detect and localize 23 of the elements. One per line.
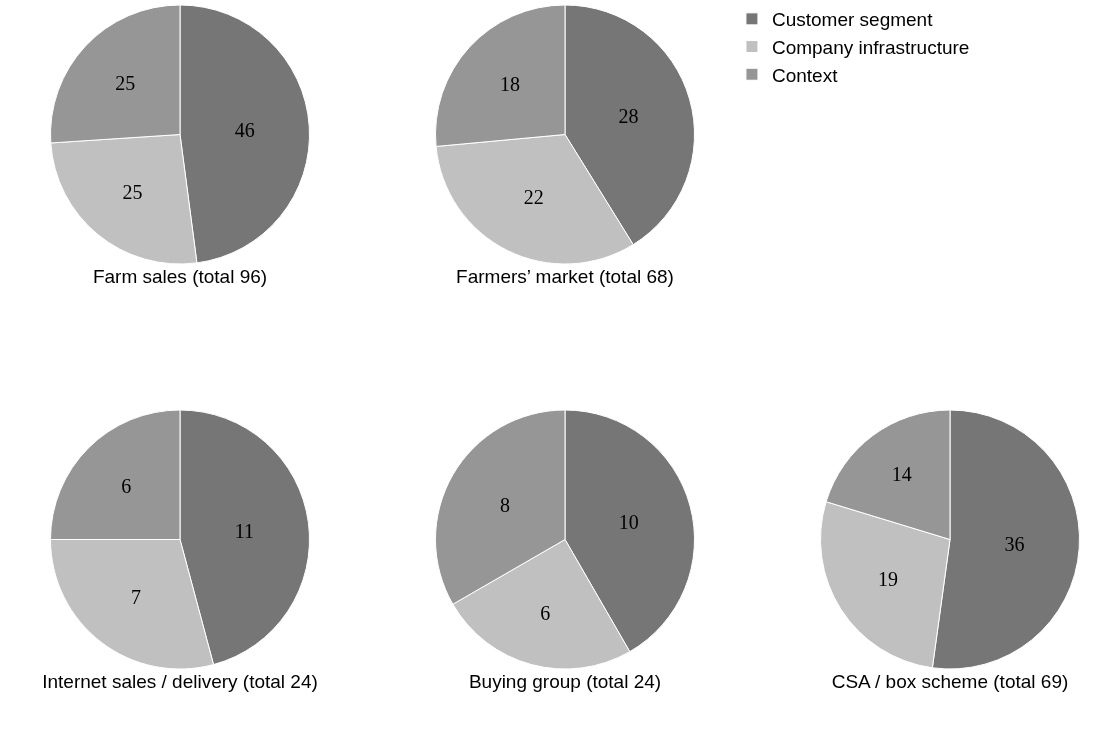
data-label: 46: [234, 119, 255, 142]
data-label: 22: [523, 186, 544, 209]
text: Farmers’ market (total 68): [456, 266, 674, 287]
legend-label: Company infrastructure: [771, 36, 970, 58]
data-label: 14: [891, 463, 912, 486]
text: Internet sales / delivery (total 24): [42, 671, 318, 692]
data-label: 11: [234, 520, 255, 543]
legend-label: Customer segment: [771, 9, 934, 31]
text: Buying group (total 24): [468, 671, 662, 692]
data-label: 6: [540, 601, 551, 624]
text: CSA / box scheme (total 69): [831, 671, 1069, 692]
legend-label: Context: [771, 64, 839, 86]
data-label: 28: [618, 105, 639, 128]
data-label: 7: [131, 585, 142, 608]
data-label: 6: [121, 474, 132, 497]
text: Farm sales (total 96): [92, 266, 268, 287]
data-label: 18: [499, 73, 520, 96]
data-label: 25: [115, 72, 136, 95]
data-label: 25: [122, 181, 143, 204]
data-label: 36: [1004, 532, 1025, 555]
data-label: 19: [878, 568, 899, 591]
data-label: 10: [618, 511, 639, 534]
data-label: 8: [499, 493, 510, 516]
